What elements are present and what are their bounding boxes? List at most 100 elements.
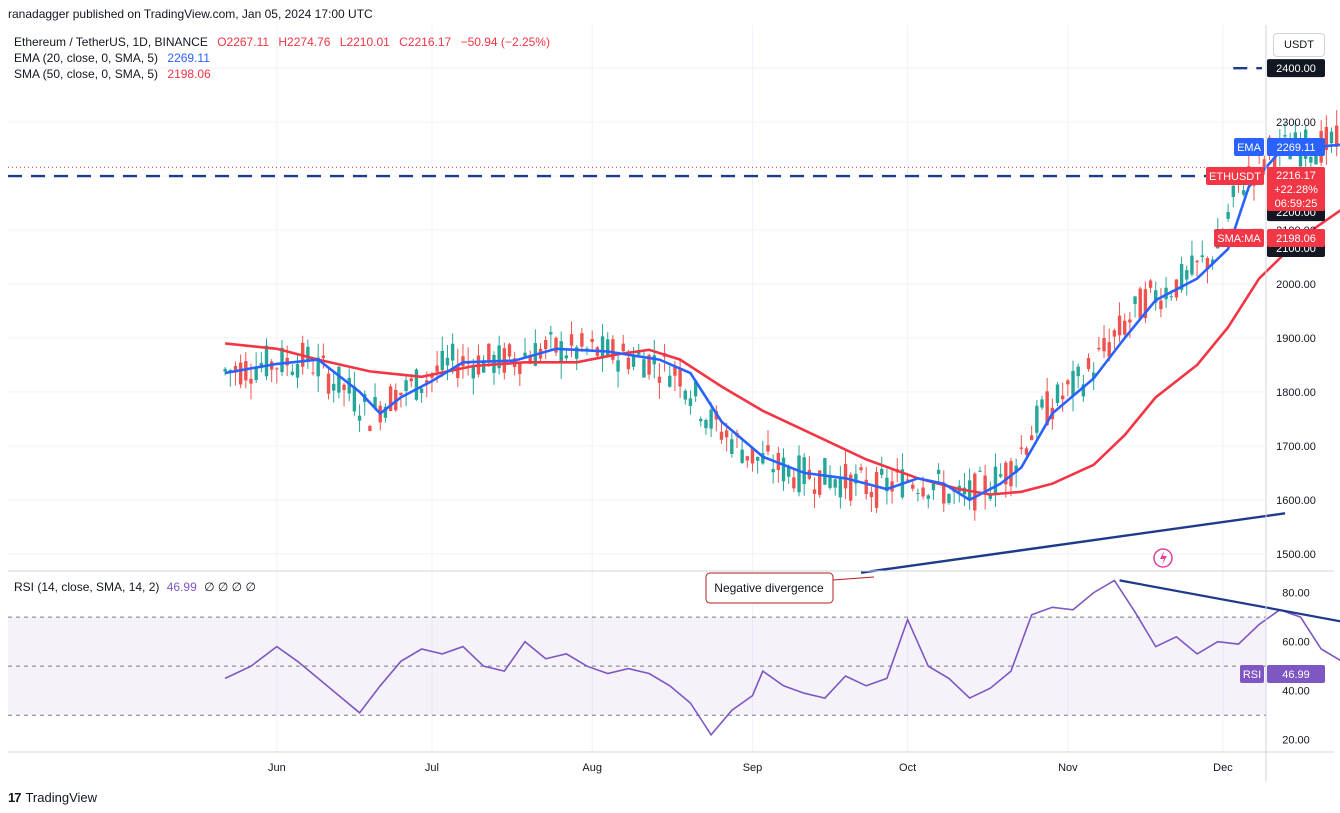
candle-body	[1195, 260, 1199, 263]
candle-body	[1076, 366, 1080, 377]
candle-body	[414, 369, 419, 400]
candle-body	[1334, 125, 1339, 147]
sma-legend[interactable]: SMA (50, close, 0, SMA, 5) 2198.06	[14, 67, 217, 81]
candle-body	[854, 473, 858, 484]
rsi-line	[224, 579, 1340, 737]
candle-body	[1272, 156, 1277, 170]
candle-body	[657, 376, 662, 383]
price-tick-label: 1500.00	[1276, 549, 1316, 561]
candle-body	[1112, 330, 1117, 337]
candle-body	[1081, 384, 1086, 397]
rsi-legend-label: RSI (14, close, SMA, 14, 2)	[14, 580, 160, 594]
currency-button[interactable]: USDT	[1273, 33, 1325, 57]
candle-body	[316, 357, 320, 377]
candle-body	[1066, 380, 1070, 385]
candle-body	[699, 418, 703, 422]
candle-body	[1086, 358, 1091, 370]
candle-body	[1179, 263, 1184, 290]
candle-body	[621, 343, 625, 352]
candle-body	[1329, 131, 1334, 144]
close-value: C2216.17	[399, 35, 452, 49]
tag-2400-bg	[1267, 59, 1325, 78]
candle-body	[642, 359, 646, 378]
candle-body	[1148, 280, 1153, 288]
candle-body	[342, 384, 346, 391]
ema-tag-label-bg	[1234, 138, 1264, 156]
tag-2400: 2400.00	[1276, 63, 1316, 75]
candle-body	[812, 489, 817, 494]
candle-body	[311, 372, 315, 374]
candle-body	[926, 495, 930, 499]
candle-body	[673, 365, 677, 376]
candle-body	[880, 468, 884, 475]
lightning-icon[interactable]	[1153, 548, 1173, 568]
candle-body	[523, 352, 527, 357]
candle-body	[554, 337, 558, 353]
candle-body	[1283, 135, 1287, 137]
candle-body	[802, 457, 806, 485]
candle-body	[1154, 290, 1158, 303]
candle-body	[637, 351, 641, 355]
rsi-tag-value: 46.99	[1282, 669, 1310, 681]
candle-body	[1019, 447, 1024, 449]
candle-body	[332, 383, 336, 391]
ema-tag-value-bg	[1267, 138, 1325, 156]
candle-body	[833, 479, 837, 488]
candle-body	[1210, 259, 1215, 265]
ema-legend-value: 2269.11	[167, 51, 210, 65]
candle-body	[838, 477, 843, 498]
candle-body	[507, 344, 512, 357]
symbol-price-value: 2216.17	[1276, 170, 1316, 182]
ema-legend[interactable]: EMA (20, close, 0, SMA, 5) 2269.11	[14, 51, 216, 65]
candle-body	[1092, 372, 1096, 379]
price-tick-label: 2300.00	[1276, 117, 1316, 129]
candle-body	[419, 388, 424, 393]
tradingview-footer[interactable]: 17 TradingView	[8, 790, 97, 805]
candle-body	[874, 472, 879, 508]
rsi-tick-label: 40.00	[1282, 686, 1310, 698]
candle-body	[611, 339, 615, 360]
candle-body	[869, 491, 874, 498]
candle-body	[600, 336, 605, 357]
candle-body	[885, 477, 889, 492]
candle-body	[1128, 319, 1132, 323]
rsi-legend[interactable]: RSI (14, close, SMA, 14, 2) 46.99 ∅ ∅ ∅ …	[14, 580, 256, 594]
rsi-tick-label: 80.00	[1282, 588, 1310, 600]
candle-body	[781, 457, 786, 482]
candle-body	[306, 346, 310, 362]
candle-body	[233, 365, 238, 373]
candle-body	[792, 477, 796, 489]
candle-body	[409, 378, 413, 382]
candle-body	[223, 368, 227, 372]
symbol-name[interactable]: Ethereum / TetherUS, 1D, BINANCE	[14, 35, 208, 49]
candle-body	[238, 362, 243, 385]
candle-body	[347, 377, 351, 394]
candle-body	[626, 357, 631, 370]
time-tick-label: Jun	[268, 762, 286, 774]
ema-tag-label: EMA	[1237, 142, 1262, 154]
candle-body	[456, 364, 460, 379]
candle-body	[983, 475, 987, 495]
symbol-countdown: 06:59:25	[1275, 198, 1318, 210]
candle-body	[1200, 255, 1204, 257]
candle-body	[730, 439, 734, 454]
sma-tag-value: 2198.06	[1276, 233, 1316, 245]
rsi-tick-label: 20.00	[1282, 735, 1310, 747]
candle-body	[440, 350, 444, 371]
candle-body	[1143, 289, 1148, 319]
candle-body	[817, 470, 822, 495]
candle-body	[668, 375, 672, 387]
rsi-band	[8, 617, 1266, 716]
candle-body	[326, 373, 331, 394]
rsi-tag-label-bg	[1240, 665, 1264, 683]
candle-body	[1159, 300, 1163, 310]
candle-body	[435, 365, 439, 372]
time-tick-label: Aug	[582, 762, 602, 774]
annotation-text: Negative divergence	[714, 581, 824, 595]
candle-body	[998, 474, 1003, 477]
candle-body	[911, 484, 915, 489]
symbol-price-tag-bg	[1267, 167, 1325, 211]
candle-body	[1040, 399, 1044, 408]
candle-body	[786, 465, 791, 477]
